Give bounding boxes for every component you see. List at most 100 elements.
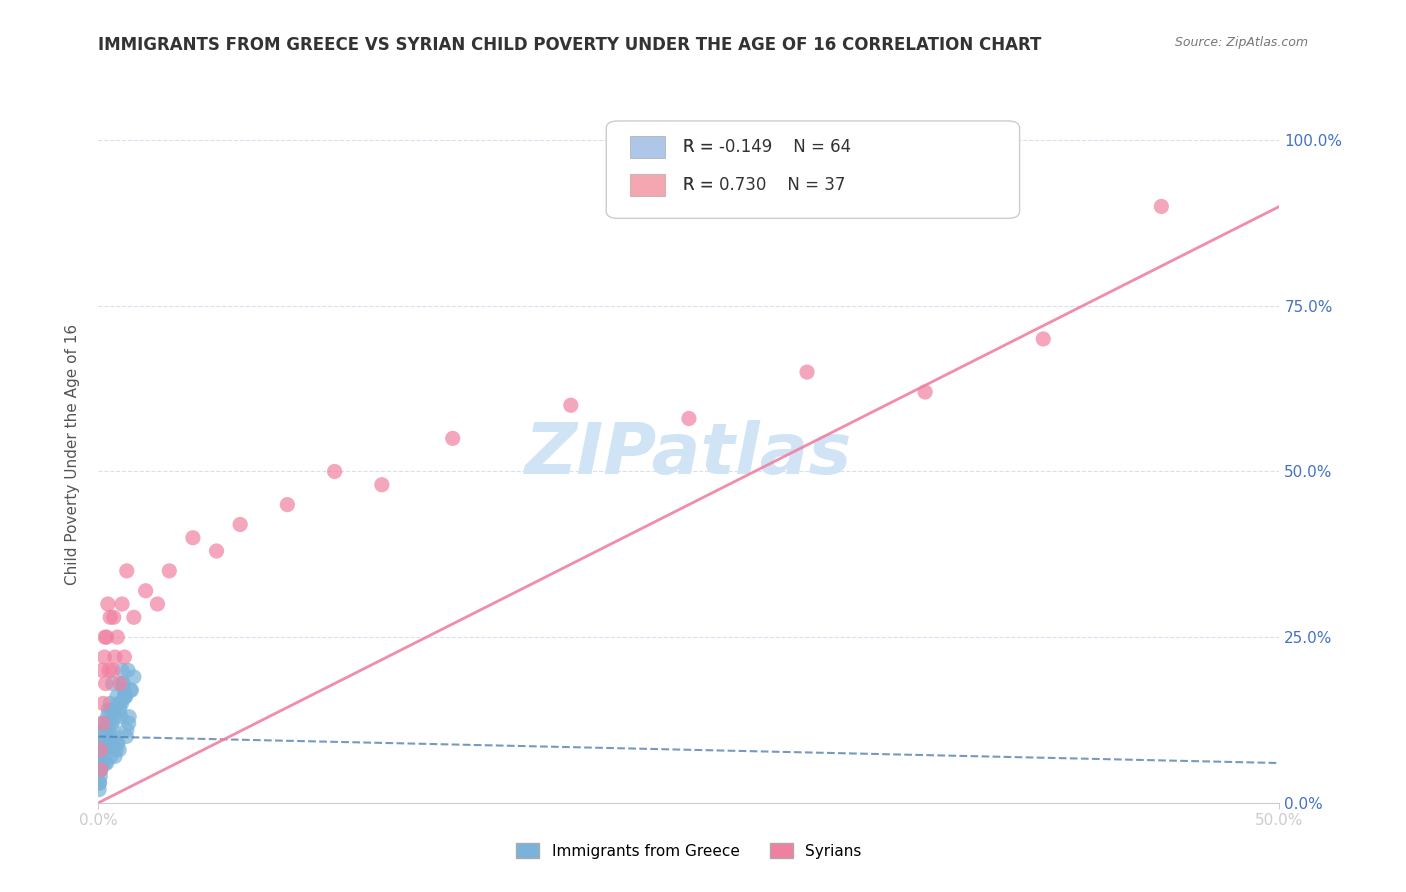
Point [103, 610, 125, 624]
Point [93, 723, 115, 737]
Point [120, 683, 142, 698]
Point [98, 730, 121, 744]
Point [1150, 199, 1173, 213]
FancyBboxPatch shape [630, 136, 665, 158]
Point [90, 743, 112, 757]
Point [89, 776, 111, 790]
Point [105, 736, 128, 750]
Point [94, 630, 117, 644]
Point [91, 716, 114, 731]
Point [93, 723, 115, 737]
Point [105, 630, 128, 644]
Point [98, 716, 121, 731]
Point [105, 690, 128, 704]
Text: Source: ZipAtlas.com: Source: ZipAtlas.com [1174, 36, 1308, 49]
Point [108, 743, 131, 757]
Point [89, 763, 111, 777]
Point [90, 756, 112, 770]
Point [111, 663, 134, 677]
Point [1032, 332, 1054, 346]
Point [91, 663, 114, 677]
Point [101, 723, 124, 737]
Point [90, 736, 112, 750]
Point [114, 690, 136, 704]
Point [93, 736, 115, 750]
Point [122, 610, 145, 624]
Point [101, 716, 124, 731]
Point [96, 756, 118, 770]
Point [111, 597, 134, 611]
Point [96, 709, 118, 723]
Point [91, 749, 114, 764]
Point [91, 716, 114, 731]
Point [89, 782, 111, 797]
Point [98, 697, 121, 711]
Point [97, 703, 120, 717]
Point [101, 663, 124, 677]
Point [114, 690, 136, 704]
Text: ZIPatlas: ZIPatlas [526, 420, 852, 490]
Point [94, 743, 117, 757]
Text: R =: R = [683, 176, 718, 194]
Point [94, 743, 117, 757]
Point [100, 749, 122, 764]
Point [108, 697, 131, 711]
Point [121, 683, 143, 698]
Point [276, 498, 298, 512]
Text: R =: R = [683, 137, 718, 156]
Point [90, 763, 112, 777]
Point [112, 676, 135, 690]
Point [157, 564, 180, 578]
Point [181, 531, 204, 545]
Point [914, 384, 936, 399]
Point [205, 544, 228, 558]
Point [94, 676, 117, 690]
Point [101, 676, 124, 690]
Point [146, 597, 169, 611]
Point [796, 365, 818, 379]
Point [115, 564, 138, 578]
Point [108, 703, 131, 717]
Point [229, 517, 252, 532]
Point [135, 583, 157, 598]
Point [91, 743, 114, 757]
Point [678, 411, 700, 425]
Point [89, 743, 111, 757]
Point [441, 431, 464, 445]
Point [104, 749, 127, 764]
Point [89, 769, 111, 783]
Point [91, 756, 114, 770]
Point [105, 743, 128, 757]
Point [122, 670, 145, 684]
Point [117, 663, 139, 677]
Point [107, 736, 129, 750]
Point [112, 690, 135, 704]
Y-axis label: Child Poverty Under the Age of 16: Child Poverty Under the Age of 16 [65, 325, 80, 585]
Point [110, 709, 132, 723]
Point [91, 736, 114, 750]
Point [111, 676, 134, 690]
Point [118, 716, 141, 731]
Point [98, 663, 121, 677]
Text: IMMIGRANTS FROM GREECE VS SYRIAN CHILD POVERTY UNDER THE AGE OF 16 CORRELATION C: IMMIGRANTS FROM GREECE VS SYRIAN CHILD P… [98, 36, 1042, 54]
Legend: Immigrants from Greece, Syrians: Immigrants from Greece, Syrians [510, 837, 868, 864]
Point [104, 709, 127, 723]
Point [97, 597, 120, 611]
Point [104, 650, 127, 665]
Point [97, 730, 120, 744]
Point [90, 749, 112, 764]
Point [103, 730, 125, 744]
Point [94, 756, 117, 770]
Point [100, 703, 122, 717]
Point [323, 465, 346, 479]
Point [93, 650, 115, 665]
Point [110, 697, 132, 711]
Point [108, 676, 131, 690]
Point [115, 723, 138, 737]
Point [115, 730, 138, 744]
Point [96, 630, 118, 644]
Point [112, 683, 135, 698]
Point [91, 697, 114, 711]
Point [98, 610, 121, 624]
Text: R = 0.730    N = 37: R = 0.730 N = 37 [683, 176, 845, 194]
